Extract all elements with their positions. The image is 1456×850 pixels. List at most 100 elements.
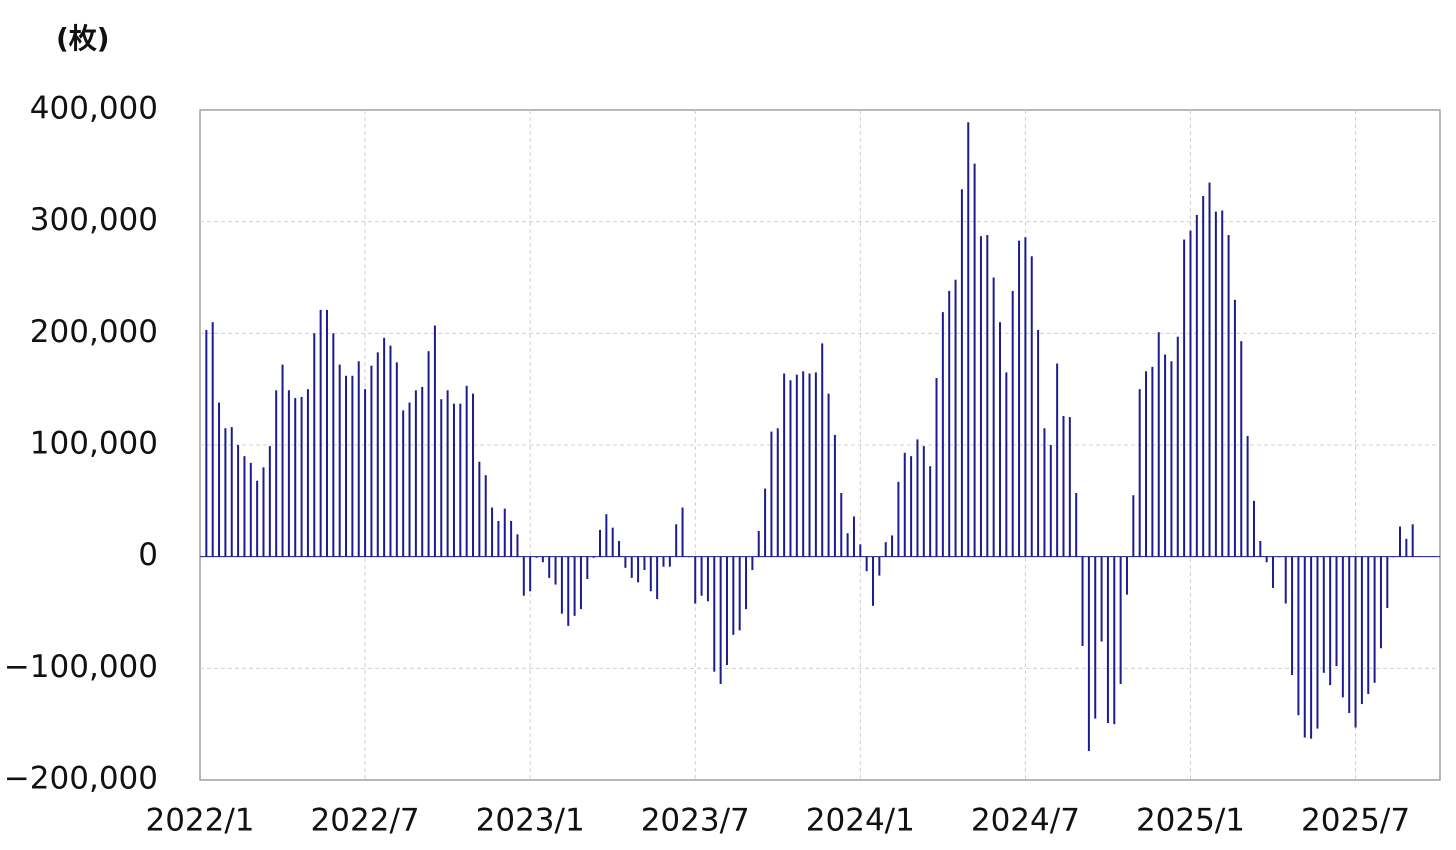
bar [414,390,417,557]
bar [630,556,633,578]
bar [789,380,792,557]
bar [903,452,906,557]
bar [1081,556,1084,646]
bar [725,556,728,665]
bar [465,385,468,557]
x-tick-label: 2025/1 [1136,803,1245,839]
bar [732,556,735,635]
bar [357,361,360,557]
bar [516,534,519,557]
bar [922,446,925,557]
bar [1138,389,1141,557]
bar [1100,556,1103,642]
bar [910,456,913,557]
bar [1252,500,1255,557]
bar [1354,556,1357,728]
bar [427,351,430,557]
bar [1119,556,1122,684]
x-tick-label: 2022/1 [145,803,254,839]
bar [306,389,309,557]
bar [719,556,722,684]
bar [941,312,944,557]
bar [1106,556,1109,724]
bar [376,352,379,557]
bar [776,428,779,557]
bar [1005,372,1008,557]
bar [1056,363,1059,557]
bar [637,556,640,583]
bar [1335,556,1338,667]
bar [281,364,284,557]
bar [852,516,855,557]
bar [389,345,392,557]
bar [338,364,341,557]
bar [706,556,709,602]
bar [1373,556,1376,683]
bar [402,410,405,557]
y-tick-label: 200,000 [30,314,158,350]
bar [1183,239,1186,557]
bar [364,389,367,557]
bar [1303,556,1306,738]
bar [1322,556,1325,673]
bar [1030,256,1033,557]
bar [618,541,621,557]
bar [884,542,887,557]
bar [605,514,608,557]
bar [656,556,659,600]
bar [1208,182,1211,557]
bar [624,556,627,568]
y-tick-label: 300,000 [30,202,158,238]
bar [256,480,259,557]
bar [510,520,513,557]
bar [1360,556,1363,705]
bar [1068,417,1071,557]
bar [452,403,455,557]
bar [1221,210,1224,557]
bar [1164,354,1167,557]
bar [351,375,354,557]
bar [472,393,475,557]
bar [599,529,601,557]
bar [1151,366,1154,557]
bar [668,556,671,567]
bar [814,372,817,557]
bar [1176,336,1179,557]
bar [567,556,570,626]
bar [287,390,290,557]
bar [1272,556,1275,588]
bar [554,556,557,585]
bar [1240,341,1243,557]
bar [1310,556,1313,739]
bar [1094,556,1097,719]
bar [1329,556,1332,686]
bar [1316,556,1319,729]
bar [1265,556,1268,563]
y-tick-label: 400,000 [30,91,158,127]
bar [1386,556,1389,609]
bar [1157,332,1160,557]
bar [230,427,233,557]
bar [535,556,538,558]
bar [224,428,227,557]
bar [1227,235,1230,557]
bar [592,556,595,558]
bar [827,393,830,557]
y-tick-label: 0 [138,537,158,573]
bar [916,439,919,557]
bar [948,290,951,557]
x-tick-label: 2023/1 [476,803,585,839]
x-tick-label: 2024/7 [971,803,1080,839]
bar [484,475,487,557]
bar [757,530,760,557]
bar [675,524,678,557]
bar [859,544,862,557]
bar [497,520,500,557]
bar [954,279,957,557]
bar [979,236,982,557]
bar [1246,436,1249,557]
bar [751,556,754,571]
bar [872,556,875,606]
bar [529,556,532,592]
bar [325,309,328,557]
